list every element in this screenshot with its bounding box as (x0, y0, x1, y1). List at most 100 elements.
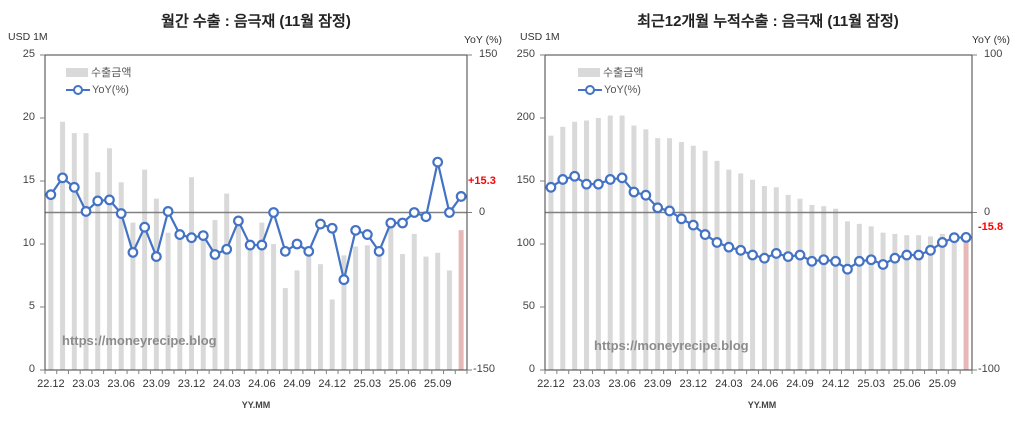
yoy-marker (57, 172, 68, 184)
bar (833, 208, 839, 370)
y2-tick-label: -150 (473, 363, 496, 375)
bar (714, 160, 720, 370)
bar (376, 255, 382, 370)
bar (892, 233, 898, 370)
bar (353, 246, 359, 370)
x-tick-label: 24.06 (750, 378, 779, 390)
yoy-marker (315, 218, 326, 230)
yoy-marker (197, 230, 209, 242)
x-tick-label: 24.03 (715, 378, 743, 390)
yoy-marker (853, 255, 865, 267)
y2-axis-label: YoY (%) (972, 34, 1010, 46)
bar (200, 232, 206, 370)
bar (388, 222, 394, 370)
bar (773, 187, 779, 370)
bar (224, 193, 230, 370)
bar (619, 115, 625, 370)
rolling-12m-export-chart: 최근12개월 누적수출 : 음극재 (11월 잠정) USD 1M YoY (%… (512, 0, 1024, 428)
bar (916, 235, 922, 370)
x-tick-label: 23.12 (177, 378, 206, 390)
bar (118, 182, 124, 370)
bar (177, 235, 183, 370)
yoy-marker (373, 245, 385, 257)
x-tick-label: 25.06 (892, 378, 921, 390)
yoy-marker (581, 178, 592, 190)
yoy-marker (936, 237, 948, 248)
bar (306, 251, 312, 370)
yoy-marker (735, 244, 747, 256)
bar (271, 244, 277, 370)
yoy-marker (676, 213, 687, 225)
bar (678, 141, 684, 370)
bar (165, 232, 171, 370)
yoy-marker (385, 217, 397, 229)
bar (60, 121, 66, 370)
yoy-marker (794, 249, 806, 261)
yoy-marker (877, 259, 889, 270)
bar (95, 172, 101, 370)
yoy-marker (127, 246, 139, 258)
yoy-marker (361, 229, 373, 240)
yoy-marker (104, 194, 115, 206)
yoy-marker (782, 251, 794, 263)
y2-tick-label: 150 (479, 48, 498, 60)
x-tick-label: 22.12 (537, 378, 565, 390)
yoy-marker (818, 254, 830, 266)
y2-tick-label: -100 (978, 363, 1001, 375)
yoy-marker (640, 189, 652, 201)
y2-axis-label: YoY (%) (464, 34, 502, 46)
yoy-marker (616, 172, 628, 184)
bar (595, 118, 601, 370)
y-tick-label: 250 (516, 48, 535, 60)
yoy-marker (628, 186, 640, 198)
bar (655, 138, 661, 370)
bar (785, 194, 791, 370)
latest-yoy-callout: -15.8 (978, 221, 1004, 233)
bar (458, 230, 464, 370)
bar (868, 226, 874, 370)
bar (880, 232, 886, 370)
x-tick-label: 22.12 (37, 378, 65, 390)
bar (189, 177, 195, 370)
legend-item-export: 수출금액 (66, 63, 131, 81)
bar (738, 173, 744, 370)
bar (446, 270, 452, 370)
chart-title: 최근12개월 누적수출 : 음극재 (11월 잠정) (637, 13, 899, 30)
watermark: https://moneyrecipe.blog (594, 338, 749, 353)
y-axis-label: USD 1M (8, 31, 48, 43)
bar (247, 240, 253, 370)
bar (48, 199, 54, 370)
y-tick-label: 0 (28, 363, 35, 375)
watermark: https://moneyrecipe.blog (62, 333, 217, 348)
x-tick-label: 24.03 (212, 378, 241, 390)
bar (761, 186, 767, 370)
y-axis-label: USD 1M (520, 31, 560, 43)
bar (844, 221, 850, 370)
yoy-marker (420, 211, 432, 223)
x-axis-label: YY.MM (241, 400, 271, 410)
x-axis-label: YY.MM (747, 400, 777, 410)
bar (130, 222, 136, 370)
x-tick-label: 25.03 (857, 378, 885, 390)
yoy-marker (45, 189, 57, 201)
plot-area (540, 54, 977, 374)
yoy-marker (92, 195, 104, 207)
yoy-marker (664, 205, 675, 217)
bar (423, 256, 429, 370)
yoy-marker (150, 251, 162, 263)
bar (584, 120, 590, 371)
yoy-marker (221, 243, 233, 255)
line-marker-icon (66, 85, 90, 95)
bar (212, 220, 218, 370)
yoy-marker (687, 219, 699, 231)
x-tick-label: 25.03 (353, 378, 382, 390)
yoy-marker (244, 239, 256, 251)
plot-area (40, 54, 472, 374)
yoy-marker (209, 249, 221, 260)
bar (607, 115, 613, 370)
yoy-marker (174, 229, 186, 240)
legend: 수출금액 YoY(%) (66, 63, 131, 99)
legend-item-yoy: YoY(%) (66, 81, 131, 99)
bar (643, 129, 649, 370)
yoy-marker (68, 181, 80, 193)
